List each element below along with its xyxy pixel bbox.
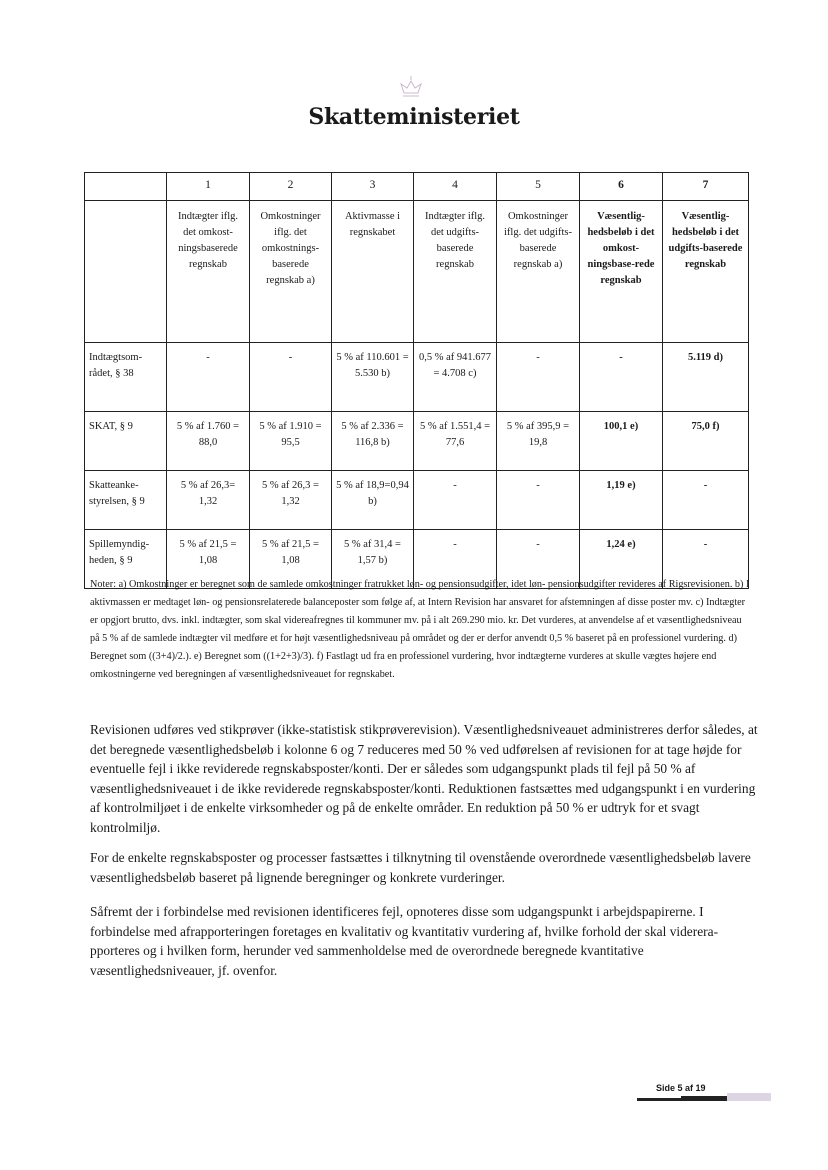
table-row: Indtægtsom-rådet, § 38 - - 5 % af 110.60… xyxy=(84,342,749,412)
header-cell xyxy=(84,172,167,201)
table-cell: - xyxy=(662,529,749,589)
header-cell xyxy=(84,200,167,343)
header-cell: 6 xyxy=(579,172,663,201)
table-cell: 5.119 d) xyxy=(662,342,749,412)
table-cell: 5 % af 26,3= 1,32 xyxy=(166,470,250,530)
column-number-row: 1 2 3 4 5 6 7 xyxy=(84,172,749,201)
paragraph: Revisionen udføres ved stikprøver (ikke-… xyxy=(90,722,758,835)
table-cell: - xyxy=(413,470,497,530)
row-label: Spillemyndig-heden, § 9 xyxy=(84,529,167,589)
table-row: SKAT, § 9 5 % af 1.760 = 88,0 5 % af 1.9… xyxy=(84,411,749,471)
footer-bar xyxy=(637,1098,681,1101)
table-cell: 0,5 % af 941.677 = 4.708 c) xyxy=(413,342,497,412)
paragraph: Såfremt der i forbindelse med revisionen… xyxy=(90,904,719,978)
header-cell: 5 xyxy=(496,172,580,201)
table-cell: 5 % af 110.601 = 5.530 b) xyxy=(331,342,414,412)
header-cell: Væsentlig-hedsbeløb i det udgifts-basere… xyxy=(662,200,749,343)
table-cell: - xyxy=(166,342,250,412)
page-number: Side 5 af 19 xyxy=(656,1083,706,1093)
row-label: Skatteanke-styrelsen, § 9 xyxy=(84,470,167,530)
table-cell: 5 % af 26,3 = 1,32 xyxy=(249,470,332,530)
table-cell: - xyxy=(413,529,497,589)
table-cell: 5 % af 18,9=0,94 b) xyxy=(331,470,414,530)
table-cell: 5 % af 21,5 = 1,08 xyxy=(166,529,250,589)
row-label: SKAT, § 9 xyxy=(84,411,167,471)
header-cell: 7 xyxy=(662,172,749,201)
footer-bar xyxy=(681,1096,727,1101)
row-label: Indtægtsom-rådet, § 38 xyxy=(84,342,167,412)
header-cell: Omkostninger iflg. det udgifts-baserede … xyxy=(496,200,580,343)
column-description-row: Indtægter iflg. det omkost-ningsbaserede… xyxy=(84,200,749,343)
table-cell: - xyxy=(662,470,749,530)
table-cell: 1,24 e) xyxy=(579,529,663,589)
header-cell: Omkostninger iflg. det omkostnings-baser… xyxy=(249,200,332,343)
table-cell: - xyxy=(579,342,663,412)
header-cell: Indtægter iflg. det udgifts-baserede reg… xyxy=(413,200,497,343)
table-cell: 5 % af 395,9 = 19,8 xyxy=(496,411,580,471)
table-cell: 1,19 e) xyxy=(579,470,663,530)
table-cell: 5 % af 1.551,4 = 77,6 xyxy=(413,411,497,471)
footer-bar xyxy=(727,1093,771,1101)
table-cell: 100,1 e) xyxy=(579,411,663,471)
header-cell: Væsentlig-hedsbeløb i det omkost-ningsba… xyxy=(579,200,663,343)
table-cell: 75,0 f) xyxy=(662,411,749,471)
header-cell: 1 xyxy=(166,172,250,201)
header-cell: 2 xyxy=(249,172,332,201)
crown-icon xyxy=(400,76,422,97)
materiality-table: 1 2 3 4 5 6 7 Indtægter iflg. det omkost… xyxy=(84,172,749,589)
paragraph: For de enkelte regnskabsposter og proces… xyxy=(90,850,751,885)
table-cell: 5 % af 2.336 = 116,8 b) xyxy=(331,411,414,471)
table-notes: Noter: a) Omkostninger er beregnet som d… xyxy=(90,579,750,680)
page-title: Skatteministeriet xyxy=(308,104,520,130)
header-cell: 4 xyxy=(413,172,497,201)
table-row: Spillemyndig-heden, § 9 5 % af 21,5 = 1,… xyxy=(84,529,749,589)
table-cell: 5 % af 1.910 = 95,5 xyxy=(249,411,332,471)
header-cell: Aktivmasse i regnskabet xyxy=(331,200,414,343)
table-cell: - xyxy=(496,470,580,530)
table-cell: - xyxy=(249,342,332,412)
header-cell: Indtægter iflg. det omkost-ningsbaserede… xyxy=(166,200,250,343)
table-cell: - xyxy=(496,342,580,412)
table-cell: - xyxy=(496,529,580,589)
table-cell: 5 % af 1.760 = 88,0 xyxy=(166,411,250,471)
table-row: Skatteanke-styrelsen, § 9 5 % af 26,3= 1… xyxy=(84,470,749,530)
header-cell: 3 xyxy=(331,172,414,201)
